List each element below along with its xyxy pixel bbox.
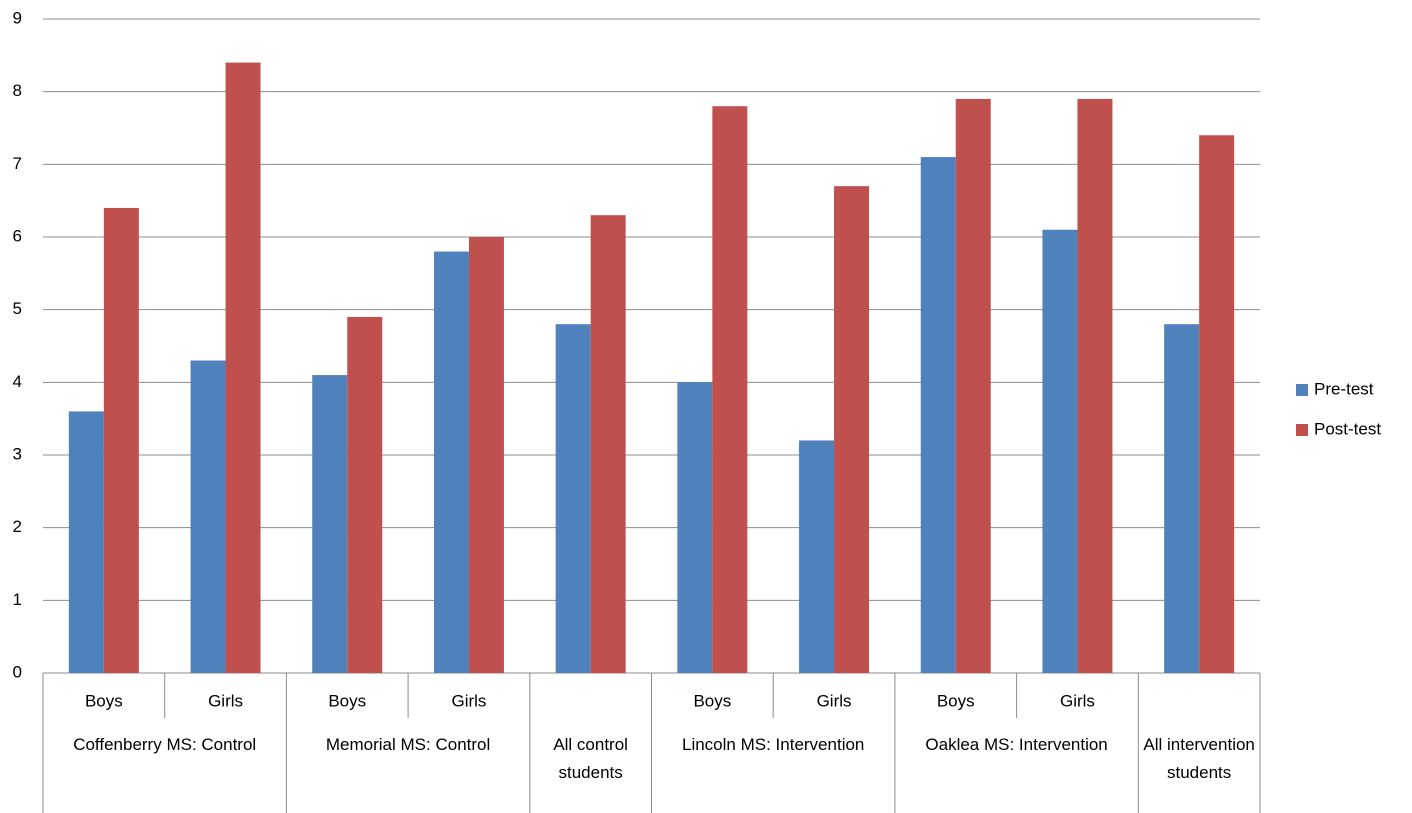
legend-swatch [1296, 424, 1308, 436]
bar [1042, 229, 1078, 673]
y-tick-label: 7 [13, 154, 22, 173]
x-tick-label: Girls [451, 691, 486, 710]
y-tick-label: 2 [13, 517, 22, 536]
group-label: Oaklea MS: Intervention [925, 735, 1108, 754]
x-tick-label: Boys [937, 691, 975, 710]
bar [347, 316, 383, 673]
x-tick-label: Girls [817, 691, 852, 710]
bar [834, 186, 870, 673]
bar [433, 251, 469, 674]
x-tick-label: Boys [85, 691, 123, 710]
bar [1077, 98, 1113, 673]
bar [468, 237, 504, 673]
group-label: Lincoln MS: Intervention [682, 735, 865, 754]
legend-label: Pre-test [1314, 379, 1374, 398]
bar [799, 440, 835, 673]
bar [955, 98, 991, 673]
bar [103, 207, 139, 673]
y-tick-label: 6 [13, 226, 22, 245]
bar [190, 360, 226, 673]
group-label: Coffenberry MS: Control [73, 735, 257, 754]
bar [590, 215, 626, 673]
bar [712, 106, 748, 673]
bar [225, 62, 261, 674]
bar [1199, 135, 1235, 673]
y-tick-label: 3 [13, 444, 22, 463]
x-tick-label: Girls [1060, 691, 1095, 710]
y-tick-label: 5 [13, 299, 22, 318]
group-label: Memorial MS: Control [325, 735, 491, 754]
group-label: All control students [553, 735, 628, 782]
bar [555, 324, 591, 673]
y-tick-label: 1 [13, 590, 22, 609]
y-tick-label: 9 [13, 8, 22, 27]
x-tick-label: Boys [693, 691, 731, 710]
legend-label: Post-test [1314, 419, 1381, 438]
group-label: All intervention students [1143, 735, 1255, 782]
x-tick-label: Boys [328, 691, 366, 710]
bar [920, 157, 956, 674]
legend-swatch [1296, 384, 1308, 396]
y-tick-label: 8 [13, 81, 22, 100]
bar [1164, 324, 1200, 673]
bar [312, 375, 348, 673]
bar [68, 411, 104, 673]
y-tick-label: 0 [13, 662, 22, 681]
x-tick-label: Girls [208, 691, 243, 710]
bar [677, 382, 713, 673]
y-tick-label: 4 [13, 372, 22, 391]
